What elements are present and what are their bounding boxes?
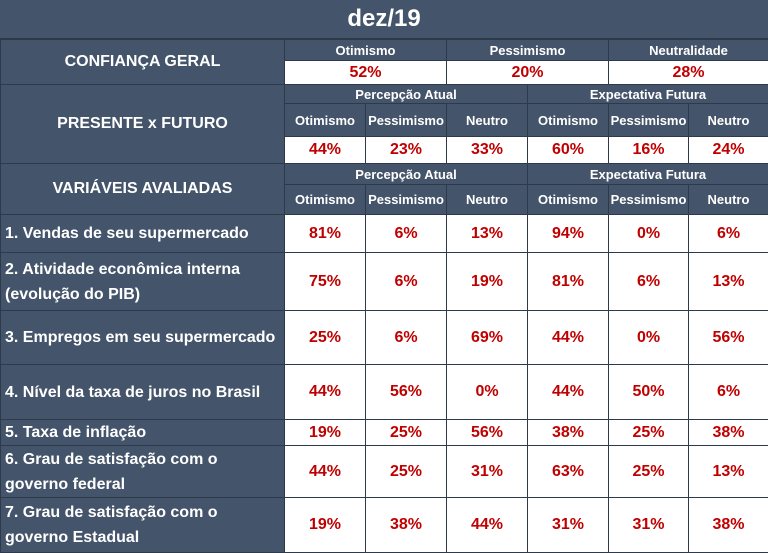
row-value: 13% xyxy=(689,446,768,498)
variaveis-col-pessimismo-atual: Pessimismo xyxy=(366,185,447,215)
table-row: 7. Grau de satisfação com o governo Esta… xyxy=(1,498,768,553)
presente-col-otimismo-atual: Otimismo xyxy=(285,104,366,137)
table-row: 3. Empregos em seu supermercado 25% 6% 6… xyxy=(1,311,768,365)
row-label: 4. Nível da taxa de juros no Brasil xyxy=(1,365,285,420)
row-label: 7. Grau de satisfação com o governo Esta… xyxy=(1,498,285,553)
row-value: 75% xyxy=(285,253,366,311)
table-row: 5. Taxa de inflação 19% 25% 56% 38% 25% … xyxy=(1,420,768,446)
row-value: 50% xyxy=(609,365,689,420)
row-value: 6% xyxy=(366,253,447,311)
row-value: 44% xyxy=(528,365,609,420)
row-value: 19% xyxy=(285,420,366,446)
row-value: 56% xyxy=(447,420,528,446)
row-value: 63% xyxy=(528,446,609,498)
presente-col-pessimismo-atual: Pessimismo xyxy=(366,104,447,137)
table-row: 4. Nível da taxa de juros no Brasil 44% … xyxy=(1,365,768,420)
row-value: 25% xyxy=(366,446,447,498)
confianca-label: CONFIANÇA GERAL xyxy=(1,40,285,85)
presente-group-futura: Expectativa Futura xyxy=(528,85,768,104)
row-value: 56% xyxy=(366,365,447,420)
confianca-value-neutralidade: 28% xyxy=(609,61,768,85)
row-value: 44% xyxy=(285,365,366,420)
presente-value: 23% xyxy=(366,137,447,164)
row-value: 31% xyxy=(447,446,528,498)
presente-value: 16% xyxy=(609,137,689,164)
row-value: 94% xyxy=(528,215,609,253)
row-value: 44% xyxy=(285,446,366,498)
confianca-value-pessimismo: 20% xyxy=(447,61,609,85)
row-value: 38% xyxy=(366,498,447,553)
row-value: 31% xyxy=(528,498,609,553)
row-value: 6% xyxy=(689,215,768,253)
row-value: 81% xyxy=(528,253,609,311)
variaveis-group-futura: Expectativa Futura xyxy=(528,164,768,185)
table-row: 1. Vendas de seu supermercado 81% 6% 13%… xyxy=(1,215,768,253)
presente-col-pessimismo-futura: Pessimismo xyxy=(609,104,689,137)
row-value: 56% xyxy=(689,311,768,365)
row-value: 31% xyxy=(609,498,689,553)
presente-value: 24% xyxy=(689,137,768,164)
presente-value: 33% xyxy=(447,137,528,164)
row-value: 6% xyxy=(689,365,768,420)
table-row: 2. Atividade econômica interna (evolução… xyxy=(1,253,768,311)
row-value: 25% xyxy=(366,420,447,446)
row-value: 44% xyxy=(447,498,528,553)
row-value: 6% xyxy=(366,311,447,365)
confianca-value-otimismo: 52% xyxy=(285,61,447,85)
variaveis-col-neutro-futura: Neutro xyxy=(689,185,768,215)
presente-group-atual: Percepção Atual xyxy=(285,85,528,104)
confianca-header-neutralidade: Neutralidade xyxy=(609,40,768,61)
row-value: 13% xyxy=(447,215,528,253)
row-value: 25% xyxy=(609,446,689,498)
confianca-header-pessimismo: Pessimismo xyxy=(447,40,609,61)
variaveis-group-atual: Percepção Atual xyxy=(285,164,528,185)
row-value: 6% xyxy=(609,253,689,311)
row-value: 19% xyxy=(447,253,528,311)
row-label: 6. Grau de satisfação com o governo fede… xyxy=(1,446,285,498)
row-value: 44% xyxy=(528,311,609,365)
row-value: 38% xyxy=(689,498,768,553)
row-value: 0% xyxy=(609,215,689,253)
row-label: 2. Atividade econômica interna (evolução… xyxy=(1,253,285,311)
row-label: 5. Taxa de inflação xyxy=(1,420,285,446)
row-value: 38% xyxy=(689,420,768,446)
row-value: 19% xyxy=(285,498,366,553)
variaveis-col-otimismo-atual: Otimismo xyxy=(285,185,366,215)
variaveis-label: VARIÁVEIS AVALIADAS xyxy=(1,164,285,215)
row-value: 81% xyxy=(285,215,366,253)
page-title: dez/19 xyxy=(0,0,768,39)
row-value: 69% xyxy=(447,311,528,365)
presente-value: 44% xyxy=(285,137,366,164)
row-value: 25% xyxy=(609,420,689,446)
variaveis-col-otimismo-futura: Otimismo xyxy=(528,185,609,215)
row-label: 3. Empregos em seu supermercado xyxy=(1,311,285,365)
row-value: 25% xyxy=(285,311,366,365)
variaveis-col-pessimismo-futura: Pessimismo xyxy=(609,185,689,215)
row-value: 13% xyxy=(689,253,768,311)
presente-label: PRESENTE x FUTURO xyxy=(1,85,285,164)
presente-col-otimismo-futura: Otimismo xyxy=(528,104,609,137)
row-label: 1. Vendas de seu supermercado xyxy=(1,215,285,253)
presente-value: 60% xyxy=(528,137,609,164)
row-value: 38% xyxy=(528,420,609,446)
variaveis-col-neutro-atual: Neutro xyxy=(447,185,528,215)
row-value: 0% xyxy=(609,311,689,365)
confianca-header-otimismo: Otimismo xyxy=(285,40,447,61)
row-value: 0% xyxy=(447,365,528,420)
presente-col-neutro-atual: Neutro xyxy=(447,104,528,137)
row-value: 6% xyxy=(366,215,447,253)
table-row: 6. Grau de satisfação com o governo fede… xyxy=(1,446,768,498)
presente-col-neutro-futura: Neutro xyxy=(689,104,768,137)
survey-table: CONFIANÇA GERAL Otimismo Pessimismo Neut… xyxy=(0,39,768,553)
